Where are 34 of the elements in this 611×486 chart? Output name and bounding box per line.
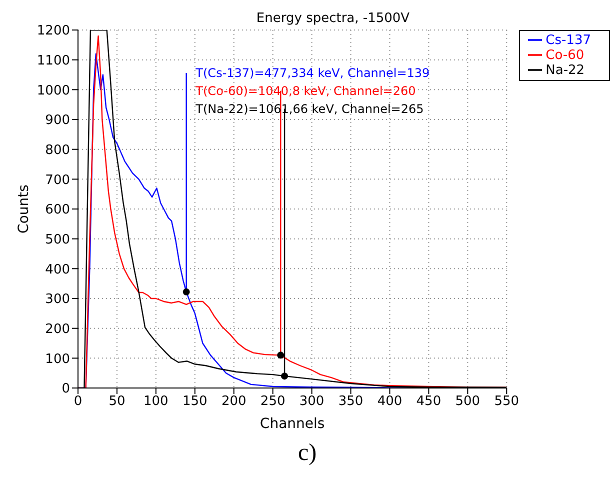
- x-tick-label: 300: [299, 394, 324, 410]
- x-tick-label: 500: [455, 394, 480, 410]
- y-tick-label: 500: [45, 232, 70, 248]
- y-tick-label: 1200: [36, 24, 70, 39]
- y-tick-label: 1000: [36, 83, 70, 98]
- annotation: T(Cs-137)=477,334 keV, Channel=139: [194, 66, 430, 80]
- y-tick-label: 0: [62, 382, 70, 397]
- y-tick-label: 800: [45, 142, 70, 158]
- x-tick-label: 150: [182, 394, 208, 410]
- y-tick-label: 200: [45, 322, 70, 337]
- y-tick-label: 600: [45, 202, 70, 218]
- x-tick-label: 200: [221, 394, 246, 410]
- x-tick-label: 350: [338, 394, 364, 410]
- legend-label: Co-60: [546, 48, 584, 63]
- annotation: T(Co-60)=1040,8 keV, Channel=260: [194, 84, 416, 98]
- x-tick-label: 0: [74, 394, 82, 410]
- y-axis-title: Counts: [16, 184, 32, 234]
- legend-label: Cs-137: [546, 33, 591, 48]
- x-tick-label: 100: [144, 394, 168, 410]
- x-tick-label: 400: [377, 394, 402, 410]
- x-axis-title: Channels: [260, 416, 325, 432]
- y-tick-label: 300: [45, 292, 70, 308]
- y-tick-label: 1100: [36, 53, 70, 68]
- chart-title: Energy spectra, -1500V: [256, 11, 410, 26]
- y-tick-label: 900: [45, 113, 70, 128]
- x-tick-label: 250: [260, 394, 286, 410]
- text: c): [298, 440, 317, 467]
- legend-label: Na-22: [546, 63, 585, 78]
- x-tick-label: 550: [494, 394, 520, 410]
- x-tick-label: 50: [108, 394, 126, 410]
- y-tick-label: 700: [45, 172, 70, 188]
- y-tick-label: 100: [45, 352, 70, 367]
- y-tick-label: 400: [45, 262, 70, 278]
- x-tick-label: 450: [416, 394, 442, 410]
